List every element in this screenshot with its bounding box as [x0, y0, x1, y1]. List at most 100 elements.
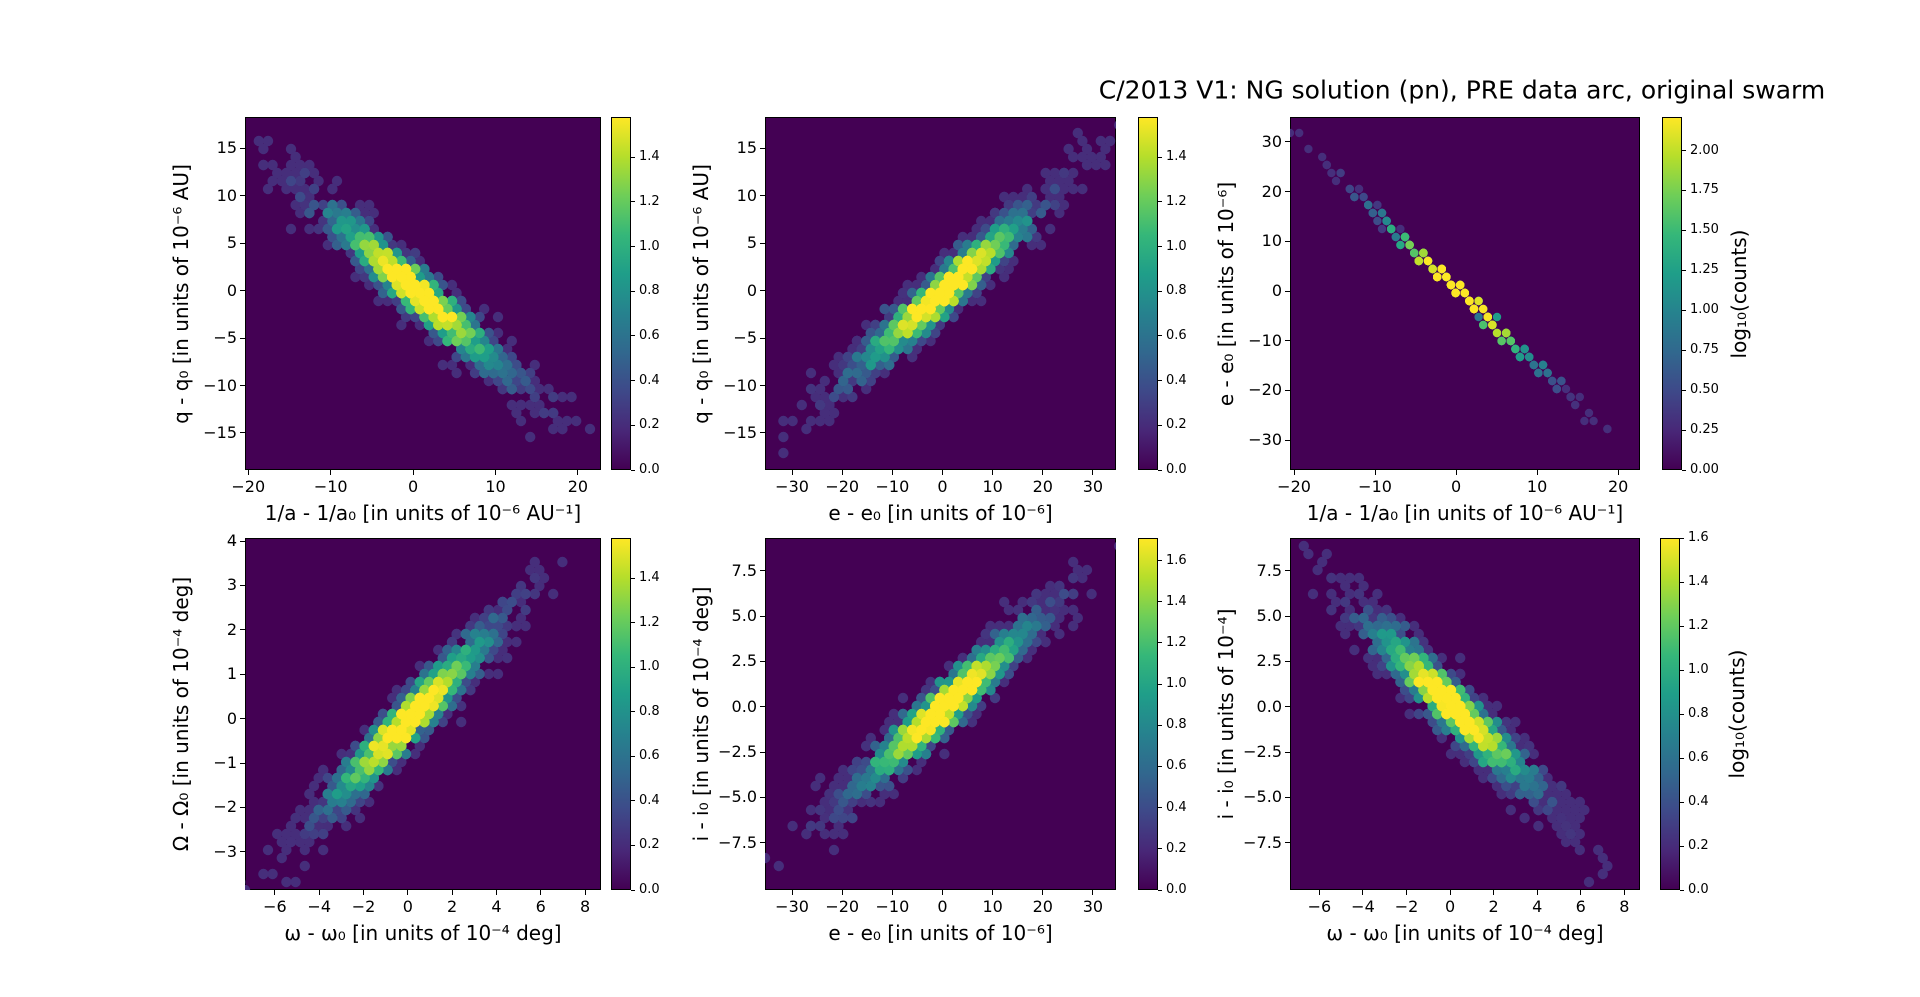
x-tick-label: −20 — [825, 477, 860, 496]
y-tick-label: −2.5 — [1243, 742, 1282, 762]
x-tick-mark — [247, 470, 249, 475]
x-tick-label: 0 — [937, 897, 948, 916]
y-tick-mark — [240, 290, 245, 292]
y-tick-mark — [760, 660, 765, 662]
y-tick-label: 5 — [226, 233, 237, 253]
x-tick-label: −30 — [775, 477, 809, 496]
colorbar-tick-mark — [631, 711, 635, 713]
x-tick-label: 8 — [1619, 897, 1630, 916]
hexbin-cloud — [245, 556, 568, 890]
hexbin-panel-Omega-vs-omega: ω - ω₀ [in units of 10⁻⁴ deg] Ω - Ω₀ [in… — [169, 531, 660, 945]
y-tick-label: 30 — [1261, 131, 1282, 151]
y-tick-label: 20 — [1261, 181, 1282, 201]
colorbar-tick-mark — [1158, 156, 1162, 158]
x-tick-label: 6 — [535, 897, 546, 916]
y-tick-label: 0.0 — [731, 696, 757, 716]
colorbar-tick-mark — [1680, 845, 1684, 847]
y-tick-label: −5.0 — [718, 787, 757, 807]
colorbar-tick-label: 1.0 — [1166, 238, 1187, 254]
x-tick-mark — [841, 470, 843, 475]
colorbar — [1138, 538, 1158, 890]
colorbar-tick-mark — [631, 424, 635, 426]
y-tick-mark — [760, 615, 765, 617]
colorbar-tick-mark — [1680, 581, 1684, 583]
colorbar-gradient — [1662, 117, 1682, 470]
colorbar-tick-mark — [1682, 150, 1686, 152]
colorbar-tick-label: 0.75 — [1690, 342, 1719, 358]
colorbar-tick-mark — [1158, 807, 1162, 809]
x-tick-label: 8 — [579, 897, 591, 916]
y-tick-mark — [240, 673, 245, 675]
hexbin-cloud — [1298, 540, 1613, 888]
y-tick-label: −3 — [213, 841, 237, 861]
colorbar-tick-mark — [1682, 429, 1686, 431]
y-tick-mark — [240, 762, 245, 764]
y-tick-mark — [760, 385, 765, 387]
y-tick-label: −7.5 — [1243, 832, 1282, 852]
y-tick-label: −5 — [213, 328, 237, 348]
x-tick-mark — [891, 470, 893, 475]
y-tick-mark — [1285, 615, 1290, 617]
y-tick-label: 1 — [226, 664, 237, 684]
colorbar-tick-label: 0.4 — [1166, 372, 1187, 388]
y-tick-mark — [1285, 660, 1290, 662]
y-tick-mark — [1285, 706, 1290, 708]
colorbar-tick-label: 0.25 — [1690, 422, 1719, 438]
colorbar-tick-mark — [1158, 889, 1162, 891]
colorbar-tick-mark — [1158, 335, 1162, 337]
colorbar-tick-label: 0.0 — [1688, 882, 1709, 897]
colorbar-tick-label: 2.00 — [1690, 142, 1719, 158]
x-tick-mark — [540, 890, 542, 895]
x-axis-label: ω - ω₀ [in units of 10⁻⁴ deg] — [284, 921, 562, 945]
colorbar-tick-label: 1.6 — [1166, 552, 1187, 568]
colorbar-tick-label: 1.2 — [639, 193, 660, 209]
colorbar-tick-mark — [1680, 625, 1684, 627]
y-tick-mark — [240, 385, 245, 387]
x-tick-label: −20 — [231, 477, 266, 496]
x-tick-mark — [1455, 470, 1457, 475]
y-tick-mark — [1285, 191, 1290, 193]
x-tick-label: 10 — [982, 477, 1003, 496]
colorbar-tick-mark — [1680, 669, 1684, 671]
colorbar-tick-label: 1.0 — [639, 659, 660, 675]
x-axis-label: 1/a - 1/a₀ [in units of 10⁻⁶ AU⁻¹] — [1306, 501, 1624, 525]
x-tick-label: −10 — [313, 477, 348, 496]
colorbar-tick-label: 0.2 — [1688, 838, 1709, 853]
colorbar-tick-mark — [1680, 889, 1684, 891]
colorbar-tick-label: 1.2 — [1688, 618, 1709, 633]
colorbar-tick-label: 1.4 — [1166, 149, 1187, 165]
x-tick-label: 10 — [982, 897, 1003, 916]
colorbar-gradient — [611, 117, 631, 470]
x-tick-mark — [992, 470, 994, 475]
x-tick-label: 0 — [1450, 477, 1462, 496]
x-tick-label: 30 — [1082, 897, 1104, 916]
x-tick-mark — [495, 470, 497, 475]
x-tick-label: 10 — [1526, 477, 1548, 496]
x-tick-label: 2 — [1488, 897, 1499, 916]
colorbar-gradient — [1660, 538, 1680, 890]
y-tick-label: −10 — [203, 375, 237, 395]
colorbar-tick-mark — [1158, 201, 1162, 203]
y-tick-mark — [240, 806, 245, 808]
x-tick-label: −6 — [263, 897, 287, 916]
colorbar-tick-label: 0.4 — [1166, 799, 1187, 815]
colorbar-tick-mark — [1158, 246, 1162, 248]
hexbin-panel-e-vs-inverse-a: 1/a - 1/a₀ [in units of 10⁻⁶ AU⁻¹] e - e… — [1214, 117, 1751, 525]
colorbar-tick-label: 0.50 — [1690, 382, 1719, 398]
y-tick-label: 5.0 — [731, 606, 757, 626]
y-tick-label: −20 — [1248, 380, 1282, 400]
colorbar-tick-label: 0.2 — [639, 837, 660, 853]
y-tick-mark — [760, 337, 765, 339]
colorbar-tick-label: 0.6 — [639, 748, 660, 764]
colorbar-tick-label: 1.4 — [639, 149, 660, 165]
x-tick-label: −10 — [875, 477, 910, 496]
x-tick-label: 0 — [408, 477, 419, 496]
x-tick-mark — [1362, 890, 1364, 895]
x-tick-mark — [1293, 470, 1295, 475]
x-tick-mark — [1493, 890, 1495, 895]
x-tick-mark — [791, 470, 793, 475]
colorbar-tick-label: 0.6 — [639, 327, 660, 343]
y-tick-label: 2 — [226, 619, 237, 639]
colorbar-label: log₁₀(counts) — [1725, 649, 1749, 779]
hexbin-cloud — [765, 541, 1116, 872]
